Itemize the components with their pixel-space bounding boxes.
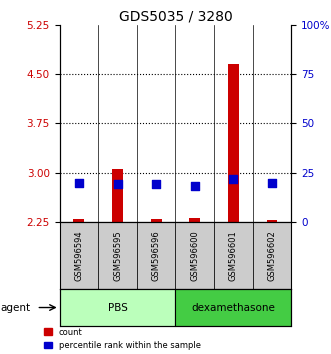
Bar bbox=[73, 219, 84, 222]
Bar bbox=[266, 220, 277, 222]
Point bbox=[269, 180, 275, 186]
Bar bbox=[214, 222, 253, 289]
Bar bbox=[60, 222, 98, 289]
Bar bbox=[112, 169, 123, 222]
Point bbox=[231, 176, 236, 182]
Legend: count, percentile rank within the sample: count, percentile rank within the sample bbox=[44, 328, 201, 350]
Text: GSM596601: GSM596601 bbox=[229, 230, 238, 281]
Point bbox=[76, 180, 81, 186]
Text: GSM596602: GSM596602 bbox=[267, 230, 276, 281]
Bar bbox=[175, 222, 214, 289]
Text: PBS: PBS bbox=[108, 303, 127, 313]
Text: dexamethasone: dexamethasone bbox=[191, 303, 275, 313]
Text: GSM596595: GSM596595 bbox=[113, 230, 122, 281]
Text: GSM596596: GSM596596 bbox=[152, 230, 161, 281]
Point bbox=[154, 182, 159, 187]
Bar bbox=[98, 222, 137, 289]
Point bbox=[115, 181, 120, 187]
Text: GSM596600: GSM596600 bbox=[190, 230, 199, 281]
Bar bbox=[151, 219, 162, 222]
Text: GSM596594: GSM596594 bbox=[74, 230, 83, 281]
Point bbox=[192, 183, 197, 189]
Bar bbox=[189, 218, 200, 222]
Bar bbox=[60, 289, 175, 326]
Text: agent: agent bbox=[0, 303, 30, 313]
Bar bbox=[137, 222, 175, 289]
Bar bbox=[253, 222, 291, 289]
Bar bbox=[175, 289, 291, 326]
Bar bbox=[228, 64, 239, 222]
Title: GDS5035 / 3280: GDS5035 / 3280 bbox=[118, 10, 232, 24]
